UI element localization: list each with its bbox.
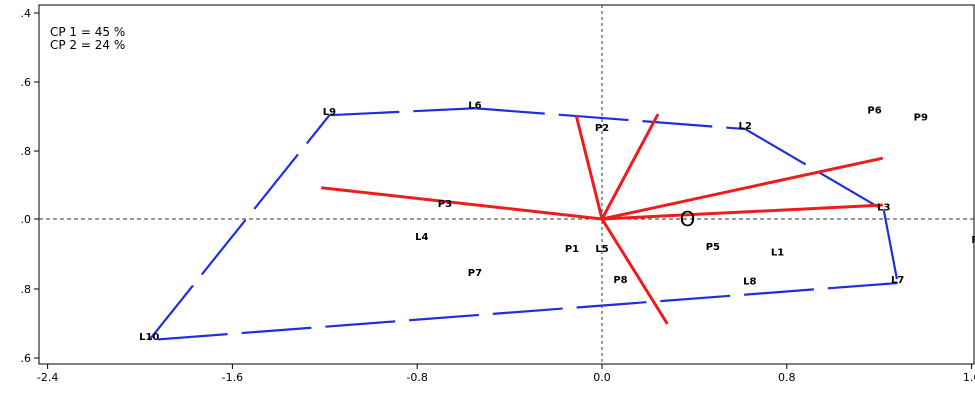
point-label: L9 bbox=[323, 107, 336, 118]
convex-hull bbox=[149, 108, 897, 340]
x-tick-label: -2.4 bbox=[37, 371, 58, 384]
y-tick-label: .4 bbox=[21, 7, 32, 20]
point-label: P8 bbox=[613, 275, 627, 286]
x-tick-label: 1.6 bbox=[963, 371, 975, 384]
y-tick-label: .6 bbox=[21, 352, 32, 365]
hull-edge bbox=[475, 108, 745, 129]
hull-edge bbox=[329, 108, 475, 115]
point-label: P2 bbox=[595, 123, 609, 134]
point-label: L2 bbox=[739, 121, 752, 132]
origin-label: O bbox=[680, 207, 696, 231]
point-label: P5 bbox=[706, 242, 720, 253]
x-tick-label: -1.6 bbox=[222, 371, 243, 384]
point-label: L5 bbox=[595, 244, 608, 255]
hull-edge bbox=[745, 129, 884, 210]
reference-lines bbox=[39, 5, 974, 364]
cp2-variance-label: CP 2 = 24 % bbox=[50, 38, 125, 52]
trait-vector bbox=[322, 188, 602, 219]
point-label: P3 bbox=[438, 199, 452, 210]
point-label: P4 bbox=[971, 235, 975, 246]
x-tick-label: 0.0 bbox=[593, 371, 611, 384]
point-label: L4 bbox=[415, 232, 428, 243]
point-label: L7 bbox=[891, 275, 904, 286]
y-tick-label: .8 bbox=[21, 145, 32, 158]
point-label: L3 bbox=[877, 202, 890, 213]
point-labels: L9 L6 L2 L3 L7 L10 L4 L5 L1 L8 P1 P2 P3 P4 P5 P6 P7 P8 P9 bbox=[139, 100, 975, 343]
axis-ticks: -2.4 -1.6 -0.8 0.0 0.8 1.6 .4 .6 .8 .0 .8 .6 bbox=[21, 7, 975, 384]
trait-vector bbox=[602, 158, 882, 219]
x-tick-label: 0.8 bbox=[778, 371, 796, 384]
point-label: L8 bbox=[743, 277, 756, 288]
y-tick-label: .0 bbox=[21, 213, 32, 226]
hull-edge bbox=[884, 210, 898, 283]
plot-frame bbox=[39, 5, 974, 364]
trait-vector bbox=[602, 205, 882, 219]
point-label: P6 bbox=[867, 105, 881, 116]
point-label: L6 bbox=[468, 100, 481, 111]
y-tick-label: .8 bbox=[21, 283, 32, 296]
point-label: P7 bbox=[468, 268, 482, 279]
cp1-variance-label: CP 1 = 45 % bbox=[50, 25, 125, 39]
y-tick-label: .6 bbox=[21, 76, 32, 89]
hull-edge bbox=[149, 283, 897, 340]
point-label: L10 bbox=[139, 332, 159, 343]
trait-vector bbox=[602, 219, 667, 323]
x-tick-label: -0.8 bbox=[406, 371, 427, 384]
point-label: L1 bbox=[771, 247, 784, 258]
hull-edge bbox=[149, 115, 329, 340]
point-label: P9 bbox=[914, 112, 928, 123]
trait-vector bbox=[602, 115, 657, 219]
point-label: P1 bbox=[565, 244, 579, 255]
